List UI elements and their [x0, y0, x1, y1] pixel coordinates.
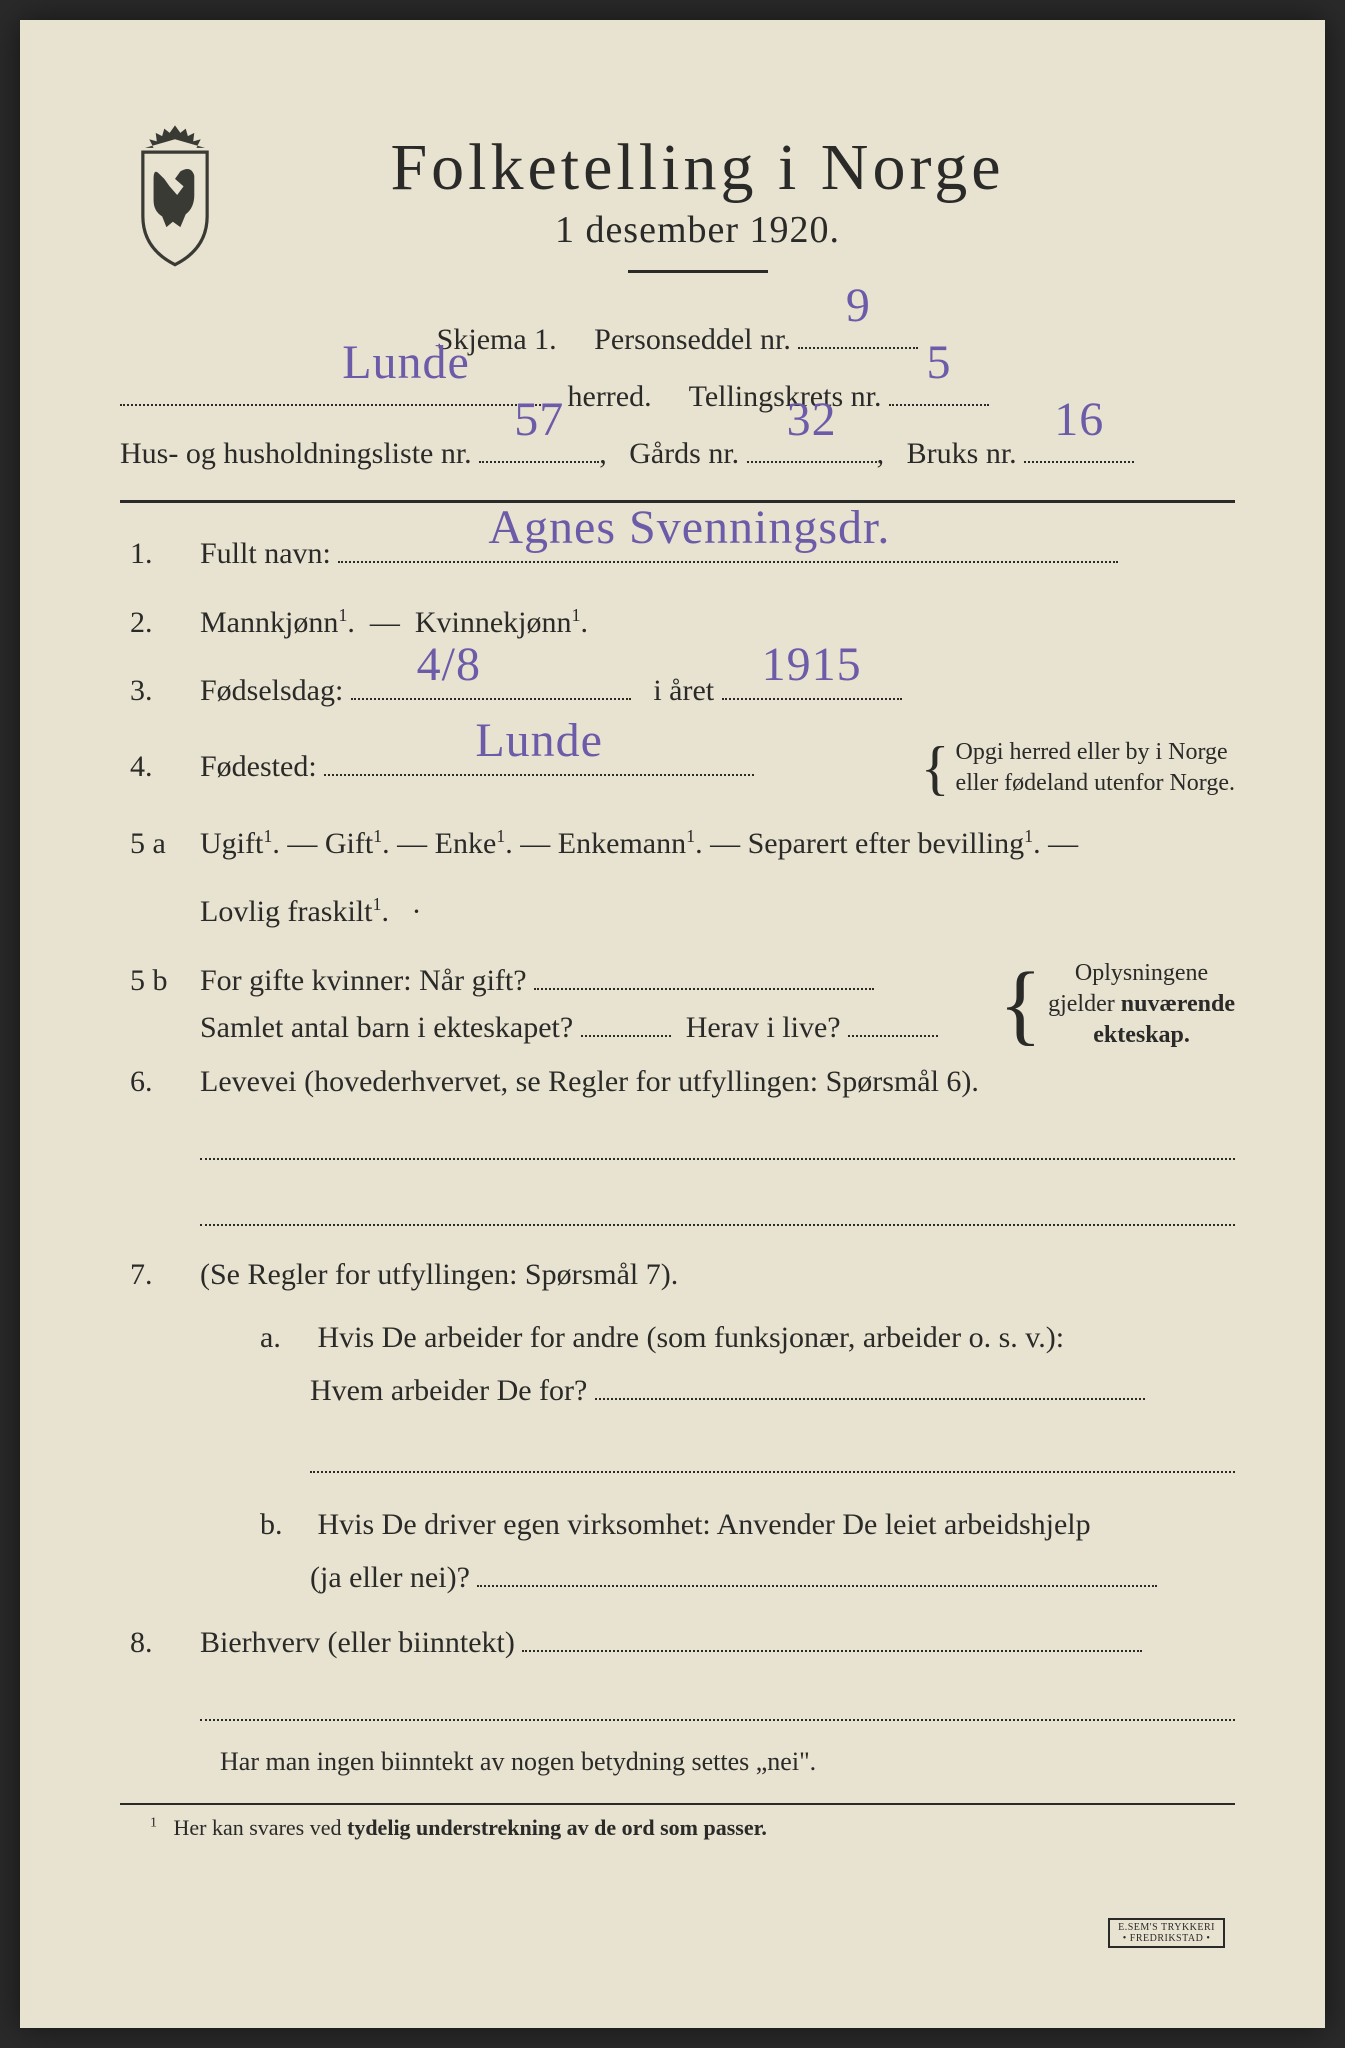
printer-stamp: E.SEM'S TRYKKERI • FREDRIKSTAD • [1108, 1918, 1225, 1948]
q6-field-2 [200, 1186, 1235, 1226]
brace-icon: { [921, 753, 950, 783]
form-title: Folketelling i Norge [270, 130, 1125, 206]
q3-year-value: 1915 [762, 628, 862, 702]
q5b-gift-field [534, 960, 874, 990]
gards-field: 32 [747, 433, 877, 463]
q3-num: 3. [130, 668, 200, 715]
q7a-field [595, 1370, 1145, 1400]
q1-value: Agnes Svenningsdr. [488, 491, 890, 565]
q7a-l2: Hvem arbeider De for? [310, 1374, 587, 1407]
q8-field-2 [200, 1681, 1235, 1721]
question-2: 2. Mannkjønn1. — Kvinnekjønn1. [130, 600, 1235, 647]
q7b-l1: Hvis De driver egen virksomhet: Anvender… [318, 1508, 1091, 1541]
q6-num: 6. [130, 1059, 200, 1106]
q8-num: 8. [130, 1620, 200, 1667]
husliste-field: 57 [479, 433, 599, 463]
q5b-barn-field [581, 1007, 671, 1037]
personseddel-value: 9 [846, 260, 871, 351]
q7b-label: b. [260, 1499, 310, 1552]
tellingskrets-field: 5 [889, 376, 989, 406]
husliste-value: 57 [514, 374, 564, 465]
census-form-page: Folketelling i Norge 1 desember 1920. Sk… [20, 20, 1325, 2028]
q7a-label: a. [260, 1312, 310, 1365]
q5a-opt-last: Lovlig fraskilt [200, 895, 372, 928]
gards-value: 32 [787, 374, 837, 465]
coat-of-arms-icon [120, 120, 230, 270]
q5a-num: 5 a [130, 821, 200, 868]
gards-label: Gårds nr. [629, 437, 739, 470]
q6-text: Levevei (hovederhvervet, se Regler for u… [200, 1059, 1235, 1106]
header-row: Folketelling i Norge 1 desember 1920. [120, 130, 1235, 305]
q5a-opt-4: Separert efter bevilling [748, 827, 1025, 860]
question-6: 6. Levevei (hovederhvervet, se Regler fo… [130, 1059, 1235, 1106]
question-7a: a. Hvis De arbeider for andre (som funks… [130, 1312, 1235, 1417]
herred-field: Lunde [120, 376, 560, 406]
q5b-l2b: Herav i live? [686, 1011, 841, 1044]
q8-note: Har man ingen biinntekt av nogen betydni… [130, 1747, 1235, 1777]
q8-label: Bierhverv (eller biinntekt) [200, 1626, 515, 1659]
herred-value: Lunde [342, 317, 470, 408]
q8-field [522, 1622, 1142, 1652]
bruks-label: Bruks nr. [907, 437, 1017, 470]
q7-num: 7. [130, 1252, 200, 1299]
q5b-l1: For gifte kvinner: Når gift? [200, 964, 527, 997]
q1-num: 1. [130, 531, 200, 578]
q1-label: Fullt navn: [200, 537, 331, 570]
q7-text: (Se Regler for utfyllingen: Spørsmål 7). [200, 1252, 1235, 1299]
q4-field: Lunde [324, 746, 754, 776]
question-4: 4. Fødested: Lunde { Opgi herred eller b… [130, 737, 1235, 799]
question-3: 3. Fødselsdag: 4/8 i året 1915 [130, 668, 1235, 715]
q3-year-label: i året [653, 674, 714, 707]
q7b-field [477, 1557, 1157, 1587]
personseddel-field: 9 [798, 319, 918, 349]
q7a-field-2 [310, 1433, 1235, 1473]
q3-day-field: 4/8 [351, 670, 631, 700]
brace-icon: { [999, 982, 1042, 1027]
question-7: 7. (Se Regler for utfyllingen: Spørsmål … [130, 1252, 1235, 1299]
footnote: 1 Her kan svares ved tydelig understrekn… [120, 1815, 1235, 1841]
meta-line-3: Hus- og husholdningsliste nr. 57 , Gårds… [120, 425, 1235, 482]
question-5a: 5 a Ugift1. — Gift1. — Enke1. — Enkemann… [130, 821, 1235, 868]
q5a-opt-1: Gift [325, 827, 373, 860]
q2-opt-a: Mannkjønn [200, 606, 338, 639]
q5a-opt-0: Ugift [200, 827, 263, 860]
herred-label: herred. [568, 380, 652, 413]
personseddel-label: Personseddel nr. [594, 323, 791, 356]
q4-num: 4. [130, 744, 200, 791]
question-1: 1. Fullt navn: Agnes Svenningsdr. [130, 531, 1235, 578]
tellingskrets-value: 5 [926, 317, 951, 408]
form-subtitle: 1 desember 1920. [270, 208, 1125, 252]
title-rule [628, 270, 768, 273]
form-body: 1. Fullt navn: Agnes Svenningsdr. 2. Man… [120, 531, 1235, 1777]
q5b-l2a: Samlet antal barn i ekteskapet? [200, 1011, 573, 1044]
bruks-value: 16 [1054, 374, 1104, 465]
q3-day-value: 4/8 [417, 628, 481, 702]
question-7b: b. Hvis De driver egen virksomhet: Anven… [130, 1499, 1235, 1604]
q1-field: Agnes Svenningsdr. [338, 533, 1118, 563]
husliste-label: Hus- og husholdningsliste nr. [120, 437, 472, 470]
question-5a-cont: Lovlig fraskilt1. · [130, 889, 1235, 936]
q5b-num: 5 b [130, 958, 200, 1005]
q3-label: Fødselsdag: [200, 674, 343, 707]
footnote-rule [120, 1803, 1235, 1805]
q4-value: Lunde [475, 704, 603, 778]
q6-field-1 [200, 1120, 1235, 1160]
q7b-l2: (ja eller nei)? [310, 1561, 470, 1594]
q7a-l1: Hvis De arbeider for andre (som funksjon… [318, 1321, 1065, 1354]
tellingskrets-label: Tellingskrets nr. [689, 380, 882, 413]
q5b-live-field [848, 1007, 938, 1037]
q4-note: Opgi herred eller by i Norge eller fødel… [956, 737, 1235, 799]
q5a-opt-2: Enke [435, 827, 497, 860]
q5a-opt-3: Enkemann [558, 827, 686, 860]
question-8: 8. Bierhverv (eller biinntekt) [130, 1620, 1235, 1667]
q2-num: 2. [130, 600, 200, 647]
title-block: Folketelling i Norge 1 desember 1920. [270, 130, 1235, 305]
q4-label: Fødested: [200, 750, 317, 783]
meta-line-1: Skjema 1. Personseddel nr. 9 [120, 311, 1235, 368]
question-5b: 5 b For gifte kvinner: Når gift? Samlet … [130, 958, 1235, 1052]
bruks-field: 16 [1024, 433, 1134, 463]
q5b-note: Oplysningene gjelder nuværende ekteskap. [1048, 958, 1235, 1052]
q3-year-field: 1915 [722, 670, 902, 700]
